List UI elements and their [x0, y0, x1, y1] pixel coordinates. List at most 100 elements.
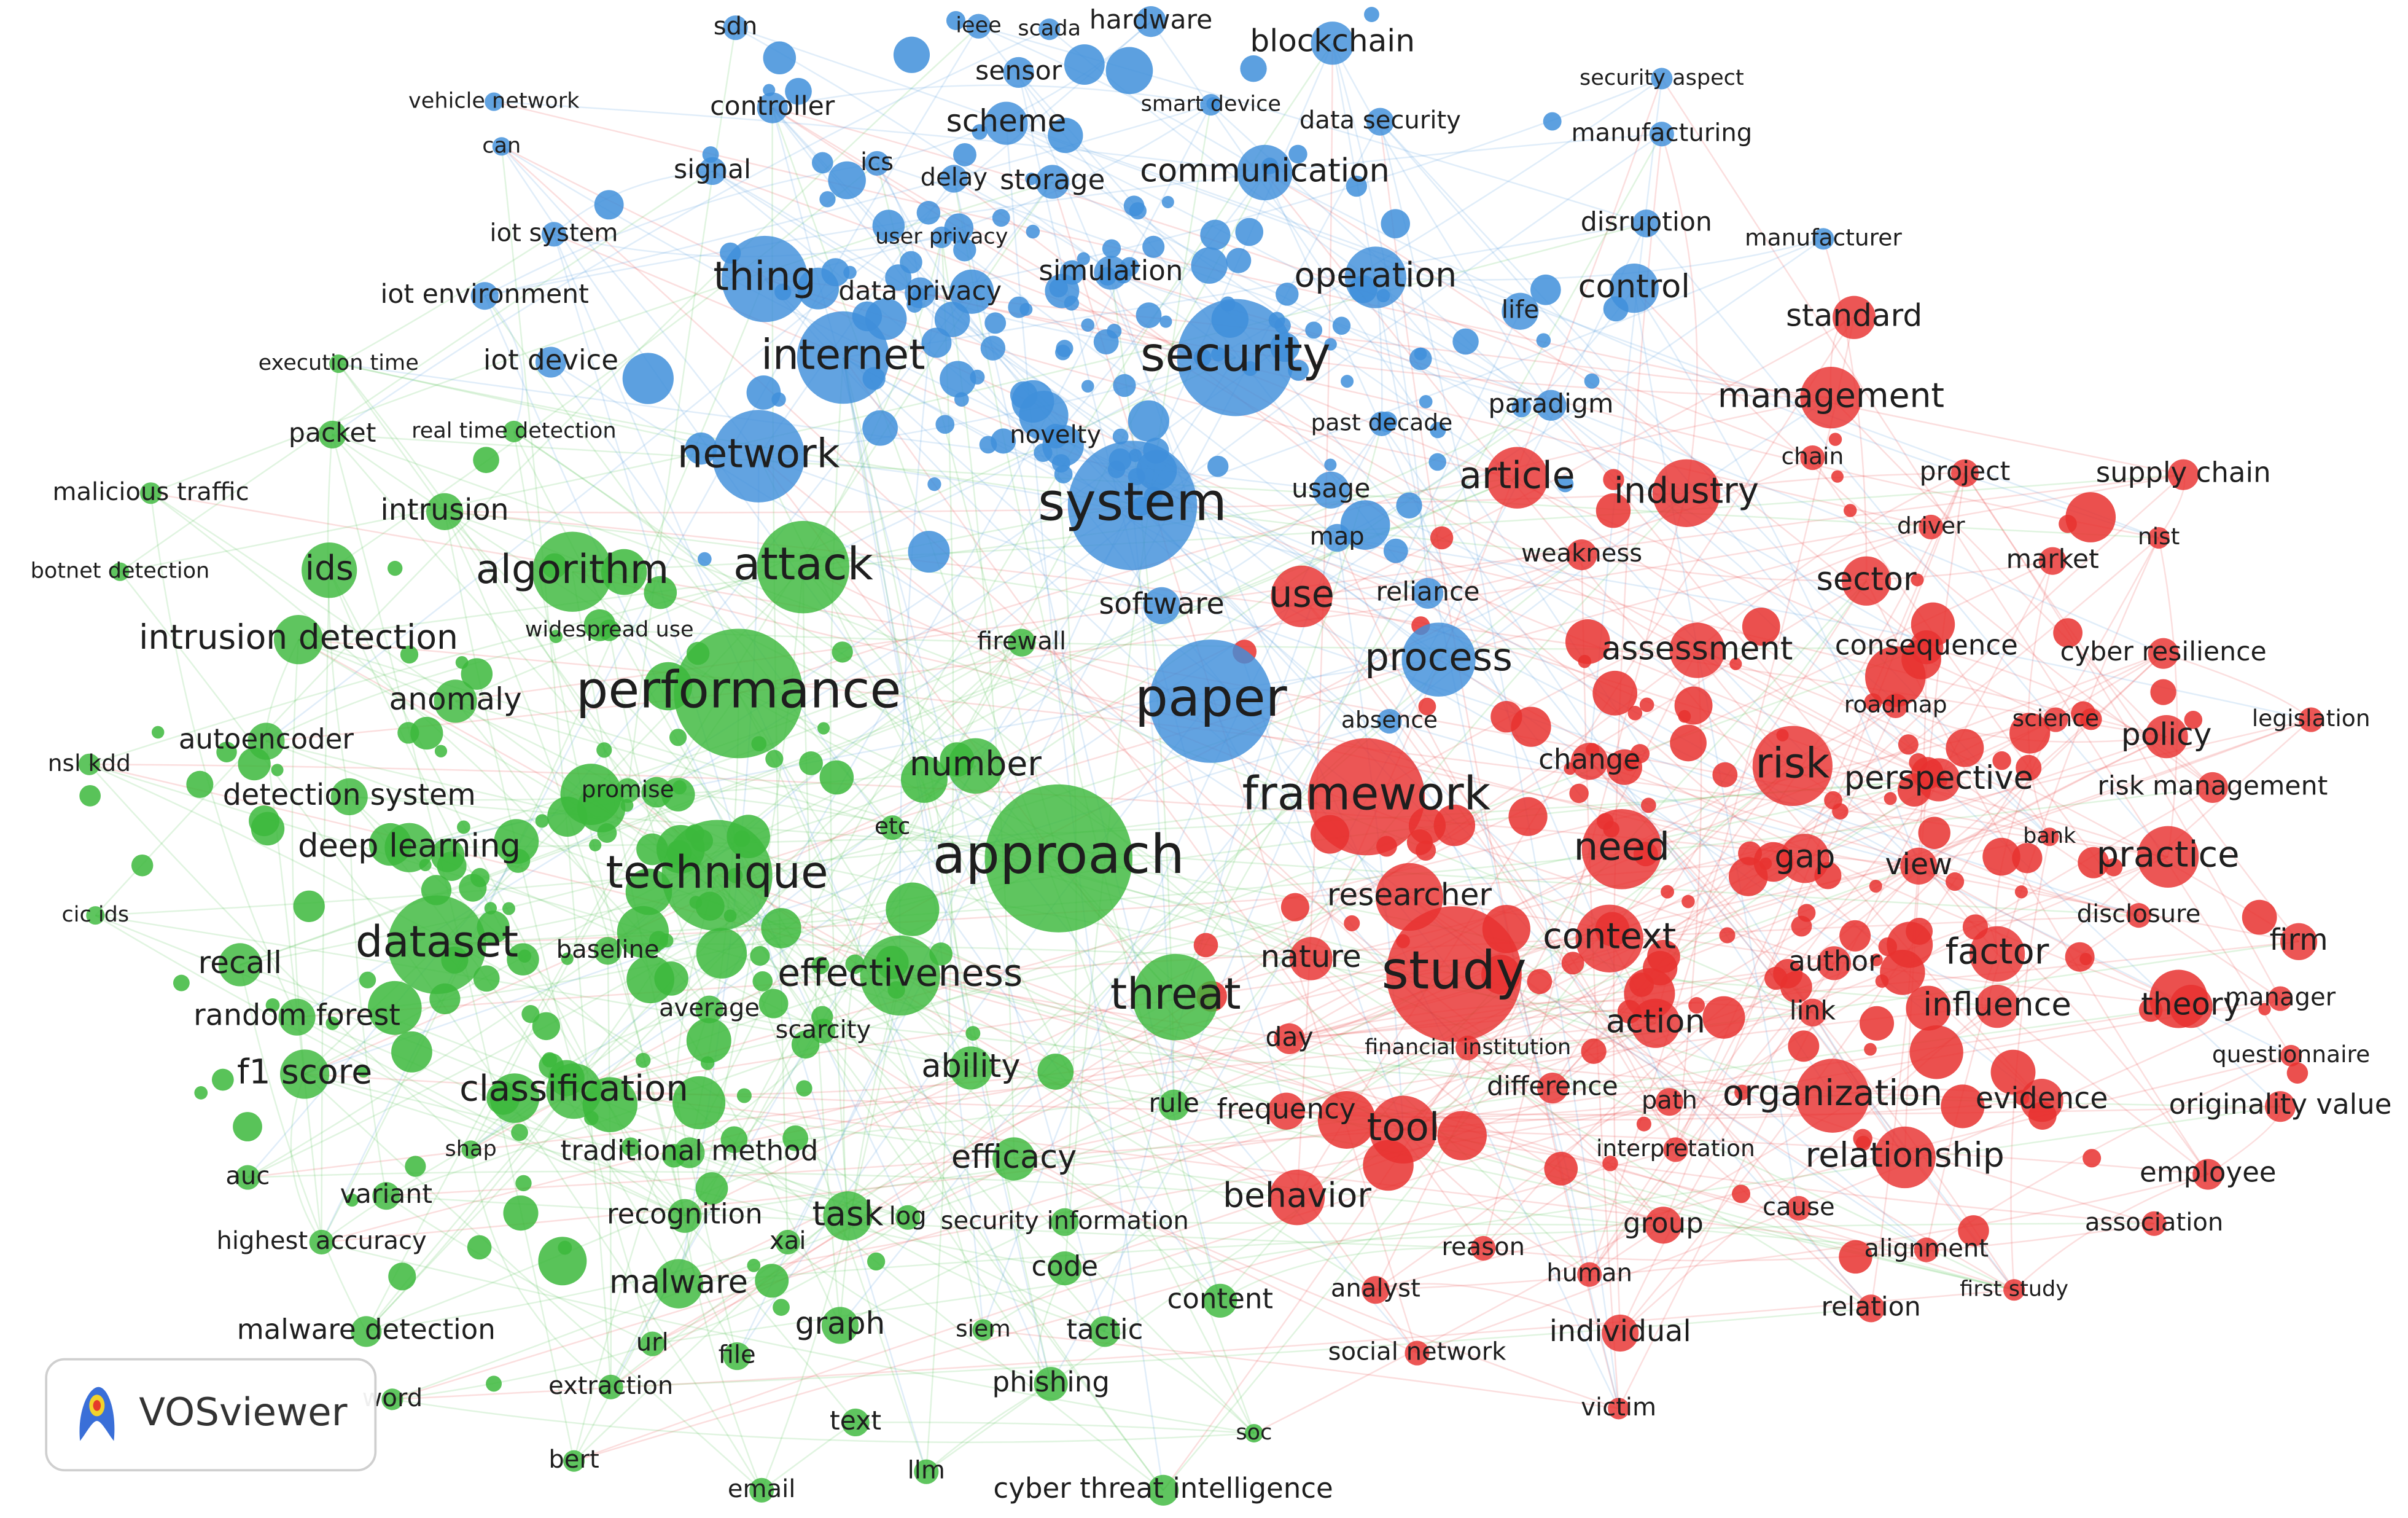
node-bubble [1536, 333, 1551, 348]
node-bubble [746, 375, 781, 410]
node-bubble [758, 988, 789, 1019]
edge [1926, 1055, 2292, 1251]
node-bubble [860, 935, 940, 1016]
node-bubble [2083, 1149, 2102, 1168]
edge [1613, 134, 1663, 1334]
node-label: thing [713, 253, 816, 300]
node-bubble [949, 1046, 993, 1090]
edge [1006, 122, 1552, 406]
node-bubble [954, 392, 969, 407]
node-bubble [1603, 469, 1624, 490]
node-label: traditional method [560, 1134, 818, 1167]
edge [484, 295, 524, 432]
node-bubble [1364, 7, 1379, 22]
node-label: context [1543, 915, 1676, 957]
node-bubble [755, 1264, 789, 1298]
node-bubble [723, 1342, 751, 1371]
node-label: factor [1946, 930, 2049, 972]
node-label: individual [1549, 1315, 1691, 1348]
node-label: assessment [1602, 630, 1793, 667]
node-bubble [972, 124, 988, 140]
edge [1483, 493, 1688, 1249]
node-bubble [832, 641, 853, 663]
node-bubble [2065, 492, 2116, 542]
node-bubble [1414, 347, 1427, 361]
node-bubble [1919, 514, 1944, 540]
node-label: influence [1923, 986, 2071, 1023]
edge [574, 1101, 1670, 1462]
node-bubble [1530, 274, 1561, 305]
node-bubble [302, 542, 357, 598]
node-bubble [1128, 400, 1169, 442]
node-bubble [1311, 22, 1354, 65]
node-label: firewall [977, 627, 1066, 655]
node-label: recall [198, 944, 282, 980]
edge [1403, 1129, 2154, 1225]
edge [771, 107, 1927, 1251]
edge [1296, 317, 1855, 1198]
node-label: roadmap [1844, 691, 1947, 718]
node-bubble [2126, 903, 2151, 928]
node-label: reliance [1376, 576, 1479, 607]
node-label: human [1546, 1259, 1632, 1288]
edge [1633, 288, 2213, 788]
node-label: siem [956, 1315, 1011, 1342]
edge [1581, 554, 2053, 582]
edge [1403, 1022, 1656, 1130]
edge [2013, 1173, 2208, 1291]
logo: VOSviewer [45, 1358, 377, 1472]
node-bubble [696, 928, 747, 979]
node-label: originality value [2169, 1088, 2392, 1121]
node-bubble [1992, 751, 2011, 770]
edge [1375, 1283, 1621, 1334]
edge [847, 1215, 1105, 1332]
logo-icon [93, 1400, 101, 1411]
node-bubble [372, 1182, 400, 1210]
node-label: technique [606, 847, 828, 899]
node-bubble [1632, 209, 1661, 238]
node-bubble [935, 415, 955, 434]
node-bubble [1824, 791, 1842, 810]
node-bubble [598, 1374, 623, 1399]
node-label: science [2013, 705, 2099, 732]
node-bubble [457, 820, 470, 834]
edge [608, 630, 711, 1010]
node-bubble [893, 36, 930, 73]
edge [1161, 423, 1382, 607]
node-bubble [1900, 847, 1938, 885]
node-bubble [895, 1205, 921, 1230]
node-bubble [1025, 172, 1038, 186]
node-label: disclosure [2077, 900, 2201, 928]
edge [907, 973, 1455, 1219]
node-bubble [979, 436, 997, 454]
edge [321, 278, 766, 1243]
edge [1064, 104, 1212, 1269]
logo-box [45, 1358, 377, 1472]
node-bubble [2242, 899, 2277, 935]
node-bubble [1305, 321, 1323, 339]
edge [1064, 1221, 1664, 1226]
node-bubble [1880, 949, 1925, 995]
edge [1375, 1173, 2208, 1291]
node-bubble [2078, 847, 2110, 878]
node-bubble [2053, 618, 2083, 648]
node-bubble [841, 1408, 870, 1437]
edge [239, 964, 367, 1332]
edge [150, 492, 2168, 858]
node-label: anomaly [389, 681, 522, 717]
node-bubble [1511, 706, 1551, 747]
node-bubble [1276, 283, 1299, 306]
edge [1589, 761, 2015, 1291]
node-bubble [2148, 526, 2170, 549]
node-bubble [535, 346, 566, 378]
node-bubble [2003, 1279, 2025, 1301]
node-bubble [900, 756, 948, 803]
node-bubble [1828, 432, 1842, 446]
node-bubble [1569, 783, 1589, 804]
edge [1052, 181, 1927, 648]
node-label: use [1269, 573, 1334, 616]
node-bubble [819, 760, 854, 795]
node-bubble [388, 1262, 416, 1291]
node-bubble [2148, 638, 2179, 669]
node-bubble [1630, 744, 1650, 764]
